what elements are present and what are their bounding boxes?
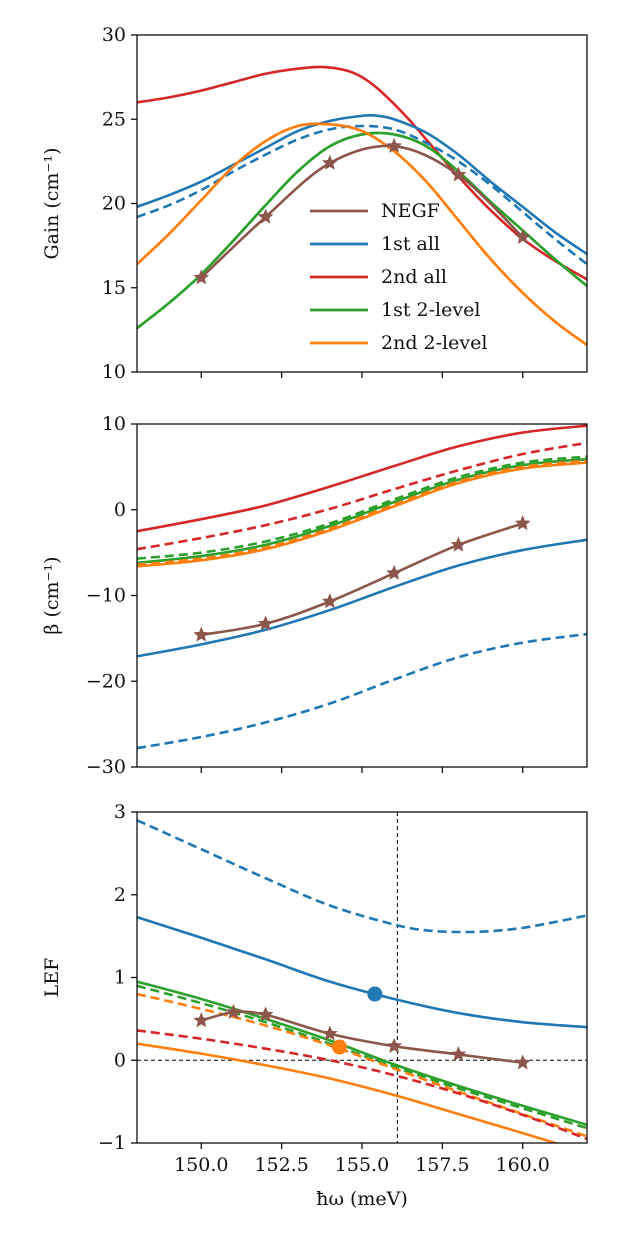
series-line-negf (200, 1010, 523, 1065)
y-tick-label: 10 (102, 361, 126, 383)
negf-marker (386, 137, 403, 153)
y-tick-label: 0 (114, 1049, 126, 1071)
negf-marker (257, 1006, 274, 1022)
y-tick-label: 3 (114, 801, 126, 823)
negf-marker (193, 269, 210, 285)
x-tick-label: 152.5 (254, 1154, 308, 1176)
legend-label: 2nd 2-level (381, 332, 487, 354)
x-tick-label: 157.5 (415, 1154, 469, 1176)
y-tick-label: −1 (98, 1132, 126, 1154)
y-tick-label: −30 (86, 756, 126, 778)
x-tick-label: 150.0 (174, 1154, 228, 1176)
x-tick-label: 155.0 (335, 1154, 389, 1176)
y-axis-label: β (cm⁻¹) (41, 556, 63, 634)
y-tick-label: 1 (114, 967, 126, 989)
series-line-1st-all (137, 915, 587, 1029)
y-tick-label: 20 (102, 193, 126, 215)
negf-marker (321, 593, 338, 609)
series-line-1st-2-level-dashed (137, 131, 587, 330)
series-line-1st-2-level-dashed (137, 984, 587, 1130)
series-line-2nd-2-level (137, 461, 587, 568)
negf-marker (257, 615, 274, 631)
y-axis-label: LEF (41, 958, 63, 998)
negf-marker (514, 228, 531, 244)
panel-gain: 10 15 20 25 30 Gain (cm⁻¹) NEGF 1st all 2nd all 1… (41, 24, 588, 383)
series-line-2nd-2-level-dashed (137, 122, 587, 347)
series-line-1st-all (137, 114, 587, 256)
series-line-2nd-2-level-dashed (137, 459, 587, 566)
negf-marker (193, 1012, 210, 1028)
series-line-1st-all (137, 538, 587, 658)
y-tick-label: 15 (102, 277, 126, 299)
plot-area (137, 424, 587, 750)
negf-marker (321, 1025, 338, 1041)
plot-area (137, 812, 587, 1143)
x-tick-label: 160.0 (496, 1154, 550, 1176)
series-line-1st-2-level (137, 131, 587, 330)
series-line-2nd-2-level (137, 1042, 560, 1143)
highlight-point-2nd-2-level (332, 1039, 347, 1055)
y-tick-label: 30 (102, 24, 126, 46)
negf-marker (386, 1037, 403, 1053)
legend-label: 2nd all (381, 266, 447, 288)
series-line-1st-all-dashed (137, 819, 587, 934)
legend-label: 1st 2-level (381, 299, 480, 321)
y-tick-label: 10 (102, 413, 126, 435)
x-axis-label: ħω (meV) (316, 1188, 408, 1210)
series-line-negf (200, 144, 524, 279)
negf-marker (450, 1046, 467, 1062)
negf-marker (321, 154, 338, 170)
legend-label: 1st all (381, 233, 440, 255)
y-tick-label: 25 (102, 108, 126, 130)
y-tick-label: 0 (114, 499, 126, 521)
negf-marker (514, 1054, 531, 1070)
legend: NEGF 1st all 2nd all 1st 2-level 2nd 2-level (310, 200, 487, 354)
series-line-1st-2-level-dashed (137, 455, 587, 560)
y-tick-label: −20 (86, 670, 126, 692)
series-line-1st-all-dashed (137, 124, 587, 266)
series-line-2nd-all-dashed (137, 441, 587, 551)
series-line-2nd-all (137, 424, 587, 533)
series-line-2nd-all (137, 65, 587, 281)
legend-label: NEGF (381, 200, 440, 222)
series-line-2nd-2-level-dashed (137, 992, 587, 1138)
panel-lef: 150.0 152.5 155.0 157.5 160.0 −1 0 1 2 3 LEF ħω (me… (41, 801, 588, 1210)
negf-marker (225, 1003, 242, 1019)
negf-marker (193, 626, 210, 642)
panel-beta: −30 −20 −10 0 10 β (cm⁻¹) (41, 413, 588, 778)
series-line-1st-2-level (137, 457, 587, 565)
y-tick-label: 2 (114, 884, 126, 906)
negf-marker (450, 536, 467, 552)
series-line-negf (201, 522, 524, 637)
negf-marker (257, 208, 274, 224)
series-line-2nd-all-dashed (137, 1029, 587, 1141)
negf-marker (386, 564, 403, 580)
y-axis-label: Gain (cm⁻¹) (41, 148, 63, 260)
y-tick-label: −10 (86, 585, 126, 607)
axes-frame (136, 811, 588, 1144)
negf-marker (514, 515, 531, 531)
highlight-point-1st-all (367, 986, 383, 1002)
negf-marker (450, 166, 467, 182)
plot-area (137, 65, 587, 347)
series-line-1st-2-level (137, 980, 587, 1127)
series-line-1st-all-dashed (137, 632, 587, 750)
